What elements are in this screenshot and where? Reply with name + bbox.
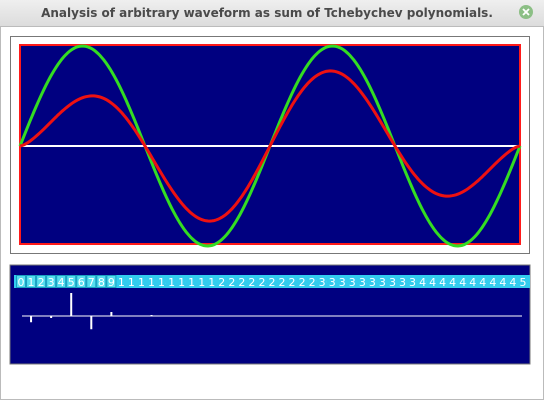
approximated-waveform bbox=[19, 69, 521, 223]
coefficient-index: 41 bbox=[429, 276, 443, 289]
coefficient-index: 13 bbox=[148, 276, 162, 289]
coefficient-index: 47 bbox=[489, 276, 503, 289]
coefficient-index: 24 bbox=[258, 276, 272, 289]
coefficient-index: 26 bbox=[279, 276, 293, 289]
coefficient-index: 37 bbox=[389, 276, 403, 289]
coefficient-index: 30 bbox=[319, 276, 333, 289]
coefficient-index: 28 bbox=[299, 276, 313, 289]
coefficient-index: 14 bbox=[158, 276, 172, 289]
coefficient-index: 12 bbox=[138, 276, 152, 289]
coefficient-index: 10 bbox=[118, 276, 132, 289]
close-button[interactable] bbox=[519, 5, 533, 19]
coefficient-index: 40 bbox=[419, 276, 433, 289]
coefficient-index: 19 bbox=[208, 276, 222, 289]
coefficient-index: 50 bbox=[519, 276, 533, 289]
label-cell bbox=[36, 275, 47, 288]
coefficient-index: 35 bbox=[369, 276, 383, 289]
label-cell bbox=[86, 275, 97, 288]
coefficient-index: 31 bbox=[329, 276, 343, 289]
label-cell bbox=[66, 275, 77, 288]
coefficient-index: 21 bbox=[228, 276, 242, 289]
coefficient-index: 15 bbox=[168, 276, 182, 289]
coefficient-index: 46 bbox=[479, 276, 493, 289]
coefficient-index: 18 bbox=[198, 276, 212, 289]
coefficient-index: 5 bbox=[68, 276, 75, 289]
coefficient-index: 45 bbox=[469, 276, 483, 289]
coefficient-index: 2 bbox=[38, 276, 45, 289]
coefficient-index: 8 bbox=[98, 276, 105, 289]
coefficient-index: 4 bbox=[58, 276, 65, 289]
coefficient-index: 20 bbox=[218, 276, 232, 289]
label-cell bbox=[26, 275, 37, 288]
coefficient-index: 49 bbox=[509, 276, 523, 289]
coefficient-index: 42 bbox=[439, 276, 453, 289]
coefficient-index: 48 bbox=[499, 276, 513, 289]
coefficient-index: 0 bbox=[18, 276, 25, 289]
coefficient-index: 3 bbox=[48, 276, 55, 289]
coefficient-index: 43 bbox=[449, 276, 463, 289]
coefficient-index: 38 bbox=[399, 276, 413, 289]
label-cell bbox=[106, 275, 117, 288]
coefficient-index: 6 bbox=[78, 276, 85, 289]
label-cell bbox=[56, 275, 67, 288]
coefficient-index: 36 bbox=[379, 276, 393, 289]
coefficient-index: 44 bbox=[459, 276, 473, 289]
label-strip bbox=[14, 275, 530, 288]
coefficient-index: 29 bbox=[309, 276, 323, 289]
coefficient-index: 27 bbox=[289, 276, 303, 289]
coefficient-index: 39 bbox=[409, 276, 423, 289]
coefficient-index: 9 bbox=[108, 276, 115, 289]
coefficient-index: 23 bbox=[248, 276, 262, 289]
coefficient-index: 25 bbox=[268, 276, 282, 289]
window-title: Analysis of arbitrary waveform as sum of… bbox=[41, 6, 493, 20]
coefficient-index: 33 bbox=[349, 276, 363, 289]
coefficient-index: 32 bbox=[339, 276, 353, 289]
coefficient-index: 16 bbox=[178, 276, 192, 289]
coefficient-index: 11 bbox=[128, 276, 142, 289]
coefficient-index: 34 bbox=[359, 276, 373, 289]
label-cell bbox=[96, 275, 107, 288]
label-cell bbox=[76, 275, 87, 288]
label-cell bbox=[46, 275, 57, 288]
title-bar bbox=[0, 0, 544, 26]
coefficient-index: 22 bbox=[238, 276, 252, 289]
coefficient-index: 7 bbox=[88, 276, 95, 289]
label-cell bbox=[16, 275, 27, 288]
coefficient-chart: 0 1 2 3 4 5 6 7 8 9 101112131415161718192021222324… bbox=[14, 275, 533, 330]
coefficient-index: 17 bbox=[188, 276, 202, 289]
coefficient-index: 1 bbox=[28, 276, 35, 289]
